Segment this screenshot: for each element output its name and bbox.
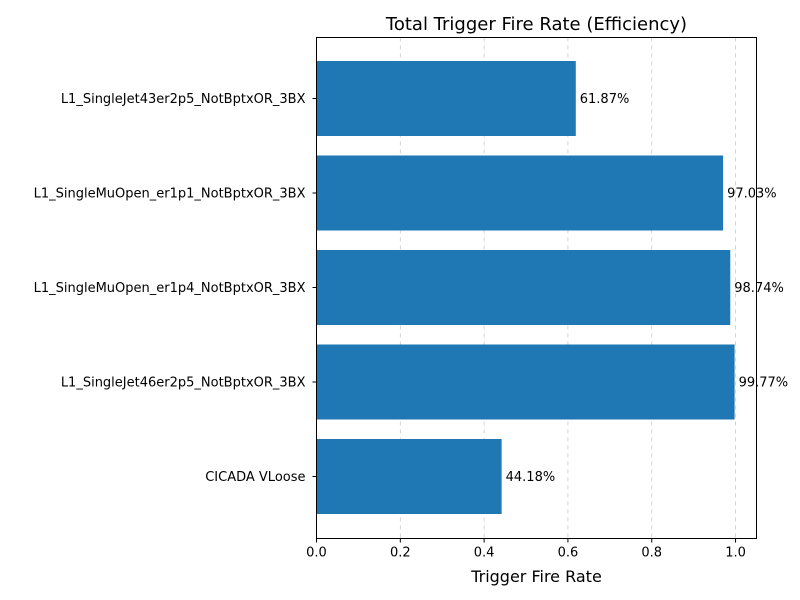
y-tick-label: L1_SingleJet43er2p5_NotBptxOR_3BX — [61, 92, 306, 107]
y-tick-label: L1_SingleMuOpen_er1p1_NotBptxOR_3BX — [34, 187, 306, 202]
y-tick-label: CICADA VLoose — [205, 470, 305, 485]
x-tick-label: 0.2 — [390, 546, 411, 561]
y-tick-label: L1_SingleMuOpen_er1p4_NotBptxOR_3BX — [34, 281, 306, 296]
x-tick-label: 0.0 — [306, 546, 327, 561]
bar-value-labels: 61.87% 97.03% 98.74% 99.77% 44.18% — [506, 92, 789, 485]
bar — [316, 250, 731, 325]
x-tick-label: 0.8 — [641, 546, 662, 561]
plot-frame — [316, 37, 757, 539]
chart-title: Total Trigger Fire Rate (Efficiency) — [385, 14, 687, 35]
bar-value-label: 98.74% — [734, 281, 784, 296]
bar-value-label: 61.87% — [580, 92, 630, 107]
y-tick-label: L1_SingleJet46er2p5_NotBptxOR_3BX — [61, 376, 306, 391]
bar — [316, 344, 735, 420]
x-axis-ticks: 0.0 0.2 0.4 0.6 0.8 1.0 — [306, 538, 746, 561]
bar-value-label: 44.18% — [506, 470, 556, 485]
bar — [316, 439, 502, 514]
x-tick-label: 0.6 — [558, 546, 579, 561]
bar-value-label: 97.03% — [727, 187, 777, 202]
x-tick-label: 0.4 — [474, 546, 495, 561]
bar — [316, 155, 724, 231]
bar-value-label: 99.77% — [739, 376, 789, 391]
x-axis-title: Trigger Fire Rate — [470, 567, 602, 586]
x-tick-label: 1.0 — [725, 546, 746, 561]
y-axis-ticks: L1_SingleJet43er2p5_NotBptxOR_3BX L1_Sing… — [34, 92, 317, 485]
bar — [316, 61, 576, 136]
bars — [316, 61, 735, 514]
